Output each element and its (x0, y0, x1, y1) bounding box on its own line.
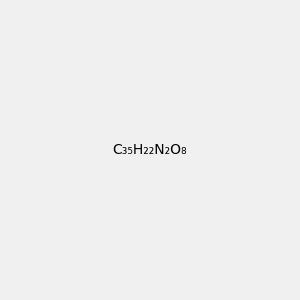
Text: C₃₅H₂₂N₂O₈: C₃₅H₂₂N₂O₈ (113, 143, 187, 157)
